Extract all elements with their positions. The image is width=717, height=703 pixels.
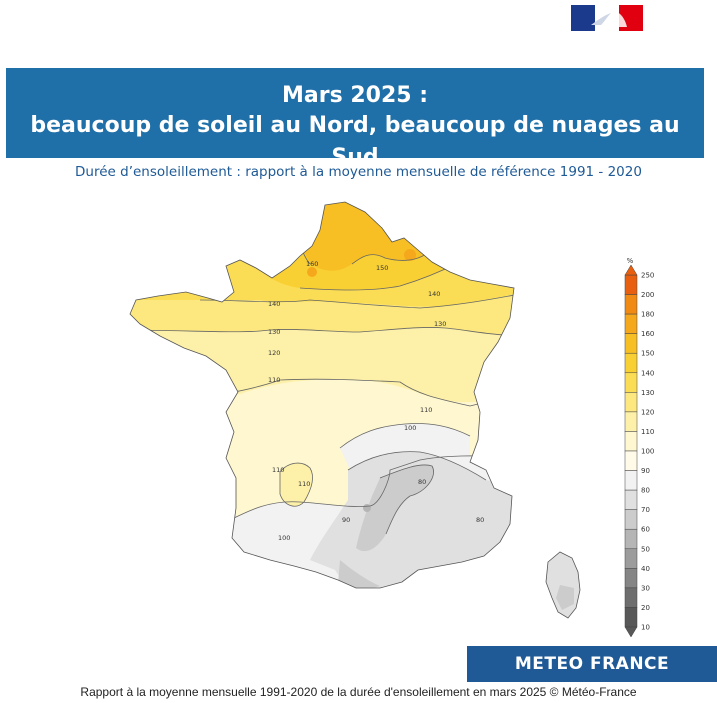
legend-swatch	[624, 568, 638, 589]
contour-label: 110	[298, 480, 310, 488]
color-scale-legend: % 250 200 180 160 150 140 130 120 110 100 90 80 70 60…	[624, 257, 654, 638]
legend-label: 120	[641, 408, 654, 416]
legend-label: 30	[641, 584, 650, 592]
meteo-france-logo: METEO FRANCE	[467, 646, 717, 682]
page-title-line2: beaucoup de soleil au Nord, beaucoup de …	[30, 113, 680, 170]
legend-swatch	[624, 587, 638, 608]
contour-label: 100	[278, 534, 290, 542]
legend-label: 160	[641, 330, 654, 338]
france-sunshine-map: 160 150 140 140 130 130 120 110 110 100 …	[129, 201, 581, 619]
legend-swatch	[624, 509, 638, 530]
contour-label: 100	[404, 424, 416, 432]
legend-label: 110	[641, 428, 654, 436]
legend-label: 180	[641, 311, 654, 319]
legend-unit: %	[627, 257, 634, 265]
republique-francaise-logo	[571, 5, 643, 31]
legend-swatch	[624, 528, 638, 550]
contour-label: 120	[268, 349, 280, 357]
legend-label: 90	[641, 467, 650, 475]
legend-swatch	[624, 333, 638, 354]
contour-label: 80	[418, 478, 426, 486]
legend-min-arrow	[624, 626, 638, 638]
contour-label: 140	[428, 290, 440, 298]
legend-label: 150	[641, 350, 654, 358]
title-banner: Mars 2025 : beaucoup de soleil au Nord, …	[6, 68, 704, 170]
legend-label: 70	[641, 506, 650, 514]
legend-label: 200	[641, 291, 654, 299]
legend-swatch	[624, 411, 638, 432]
legend-max-arrow	[624, 264, 638, 276]
legend-label: 250	[641, 272, 654, 280]
legend-swatch	[624, 274, 638, 295]
legend-label: 50	[641, 545, 650, 553]
legend-swatch	[624, 294, 638, 315]
contour-label: 130	[434, 320, 446, 328]
legend-label: 10	[641, 624, 650, 632]
legend-swatch	[624, 489, 638, 510]
legend-label: 130	[641, 389, 654, 397]
legend-swatch	[624, 372, 638, 393]
page-title-line1: Mars 2025 :	[281, 83, 429, 108]
legend-label: 40	[641, 565, 650, 573]
contour-label: 80	[476, 516, 484, 524]
legend-swatch	[624, 431, 638, 452]
legend-swatch	[624, 352, 638, 374]
contour-label: 110	[272, 466, 284, 474]
contour-label: 140	[268, 300, 280, 308]
legend-swatch	[624, 392, 638, 413]
legend-swatch	[624, 450, 638, 471]
contour-label: 90	[342, 516, 350, 524]
legend-label: 140	[641, 369, 654, 377]
contour-label: 130	[268, 328, 280, 336]
legend-swatch	[624, 313, 638, 334]
contour-label: 160	[306, 260, 318, 268]
legend-swatch	[624, 470, 638, 491]
map-caption: Rapport à la moyenne mensuelle 1991-2020…	[80, 685, 637, 699]
contour-label: 110	[420, 406, 432, 414]
legend-label: 60	[641, 526, 650, 534]
legend-label: 20	[641, 604, 650, 612]
legend-label: 80	[641, 487, 650, 495]
legend-label: 100	[641, 448, 654, 456]
contour-label: 150	[376, 264, 388, 272]
legend-swatch	[624, 548, 638, 569]
page-subtitle: Durée d’ensoleillement : rapport à la mo…	[75, 164, 642, 180]
legend-swatch	[624, 607, 638, 628]
contour-label: 110	[268, 376, 280, 384]
